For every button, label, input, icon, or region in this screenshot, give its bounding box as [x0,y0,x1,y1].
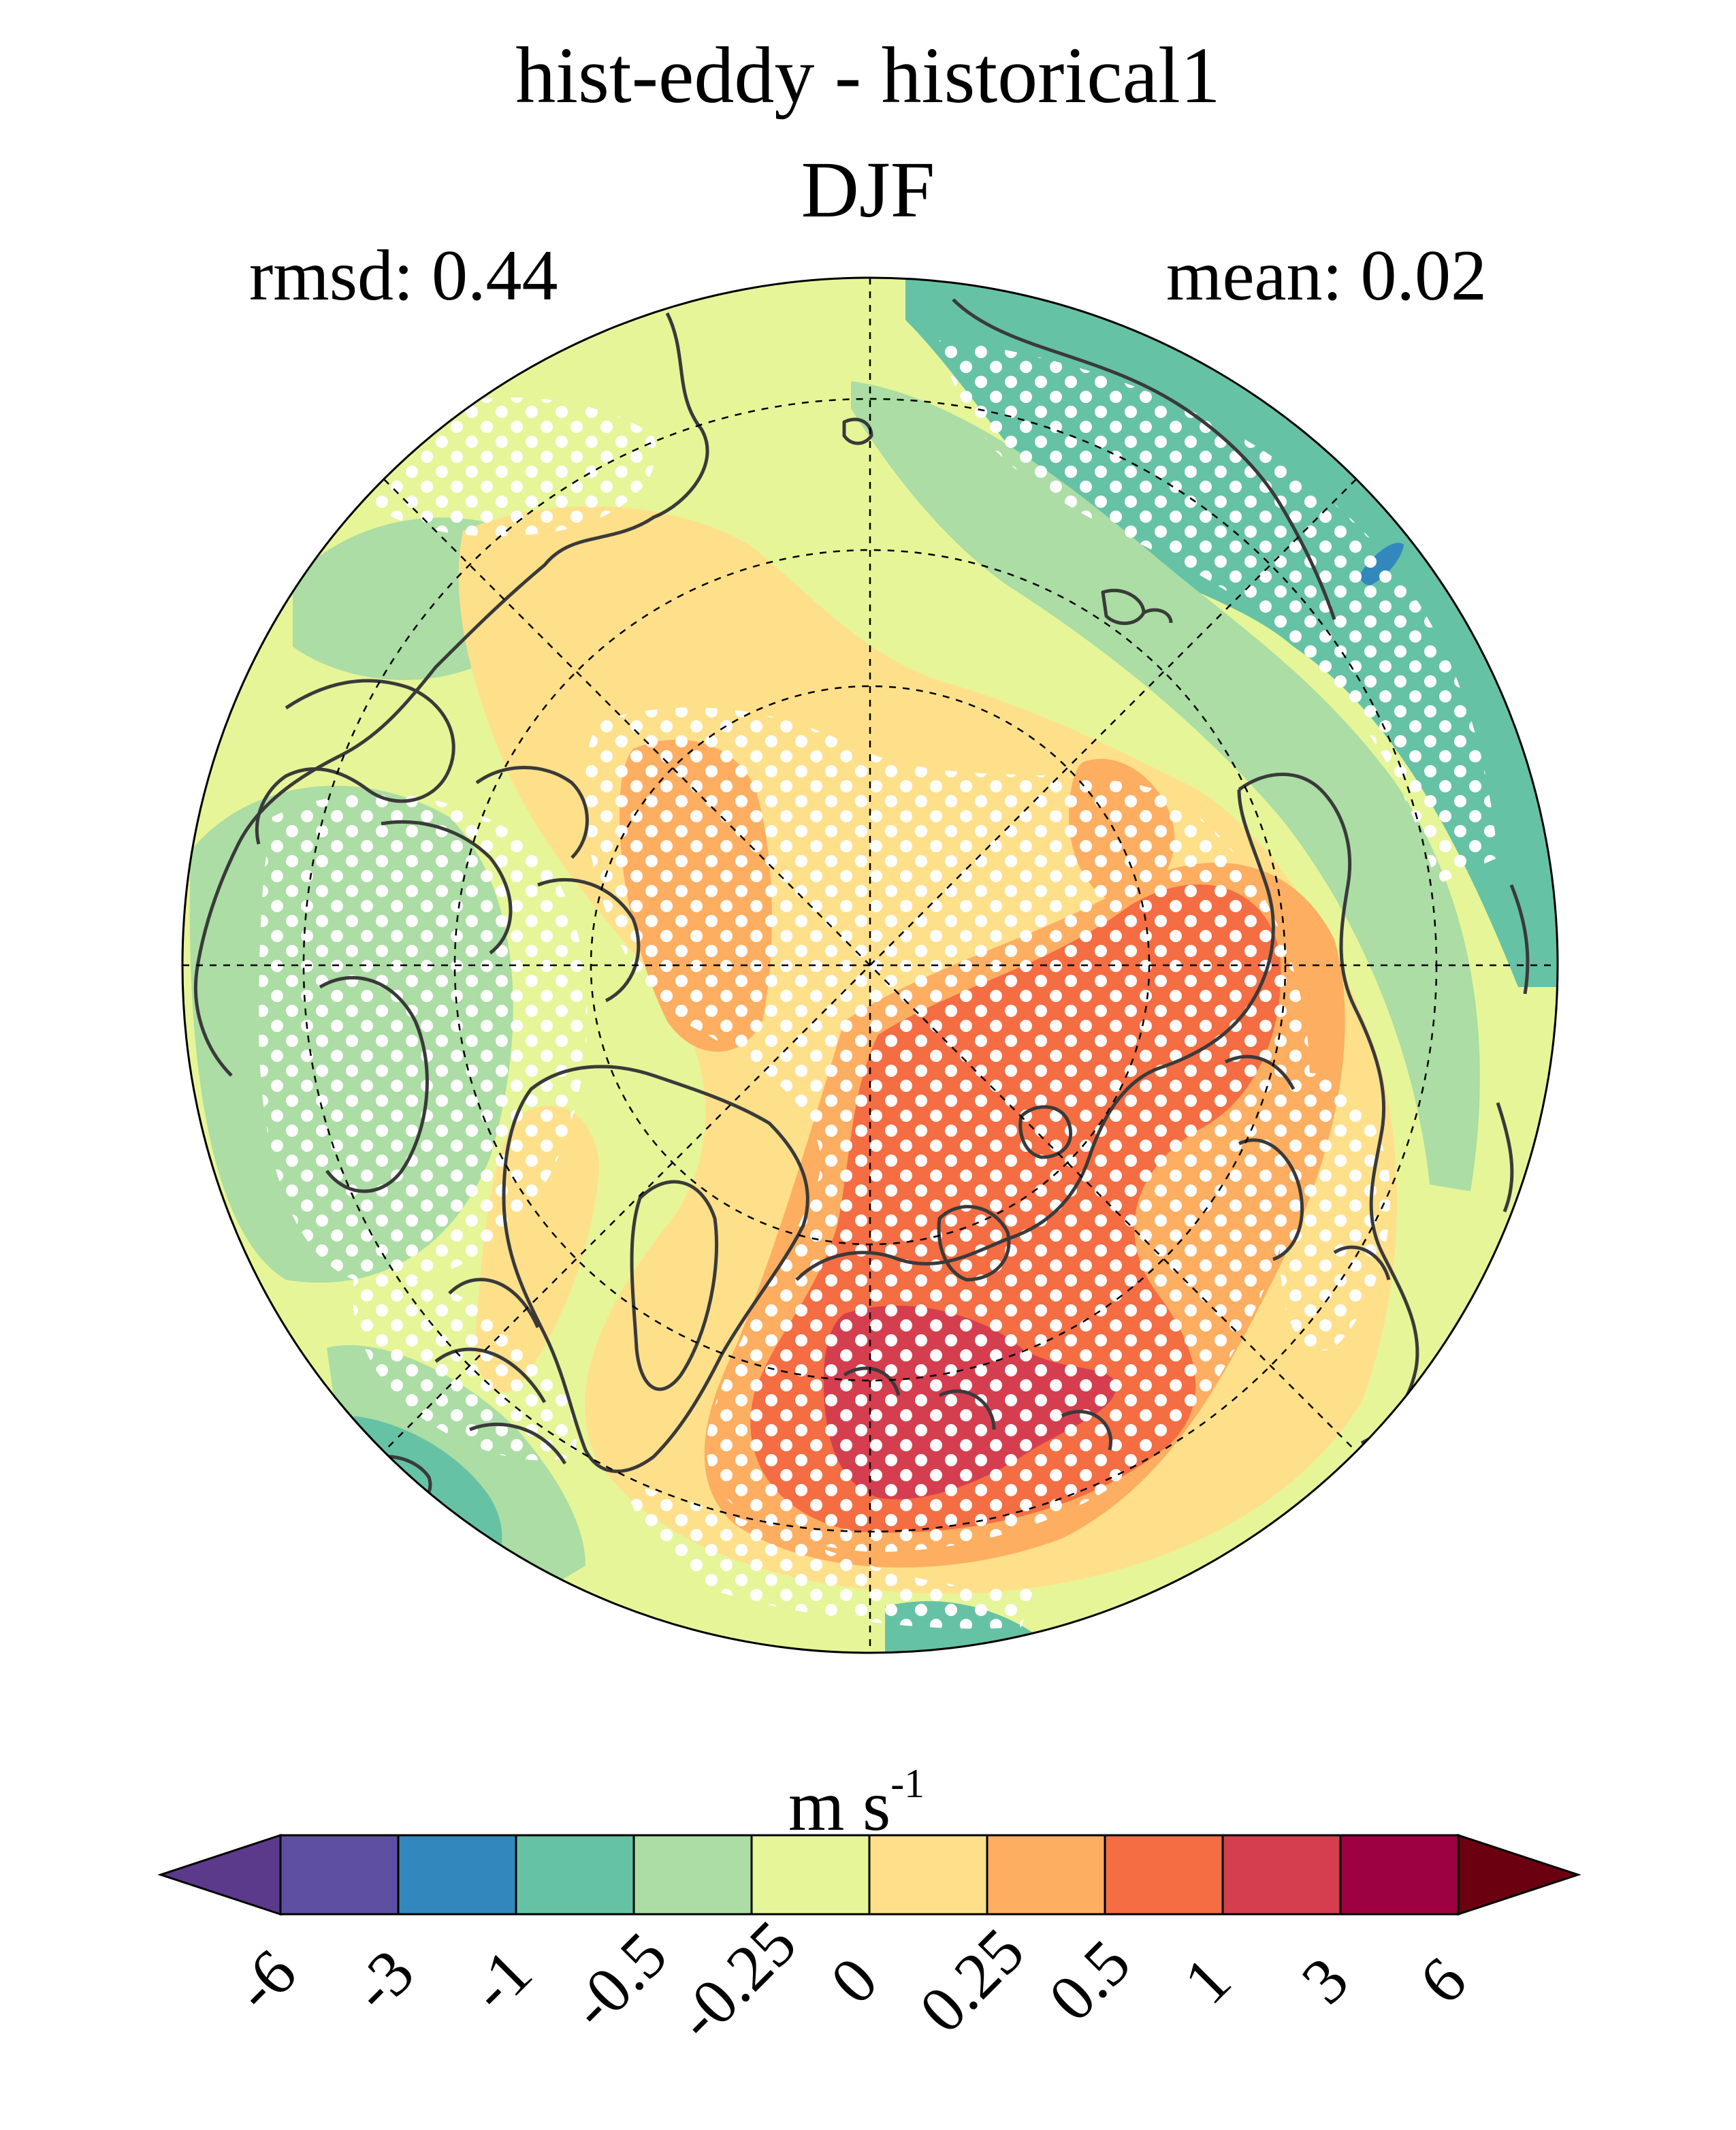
colorbar-tick-label: -0.5 [556,1918,680,2042]
season-label: DJF [801,145,935,234]
colorbar-unit: m s-1 [788,1763,925,1842]
coastline-east-asia [1224,1054,1391,1280]
unit-base: m s [788,1766,891,1845]
colorbar-segment [632,1834,753,1916]
colorbar-segment [279,1834,400,1916]
polar-map [182,278,1558,1653]
graticule [182,278,1558,1653]
coastline-arctic-archipelago [255,679,641,1003]
colorbar-segment [1339,1834,1460,1916]
map-boundary [181,276,1559,1654]
coastline-siberia-north [1238,773,1419,1445]
colorbar-tick-label: 6 [1405,1943,1480,2018]
coastline-north-america [194,312,709,1077]
rmsd-label: rmsd: 0.44 [249,236,558,315]
colorbar-segment [1104,1834,1224,1916]
colorbar-under-arrow [157,1833,282,1916]
stipple-southwest [353,1276,577,1461]
colorbar-tick-label: -1 [455,1935,545,2025]
colorbar-tick-label: 0.5 [1035,1926,1144,2035]
colorbar-tick-label: 1 [1170,1943,1244,2018]
mean-label: mean: 0.02 [1166,236,1487,315]
coastline-east-margin [1496,884,1530,1212]
colorbar-tick-label: -6 [220,1935,310,2025]
colorbar-segment [1221,1834,1342,1916]
colorbar-segment [397,1834,517,1916]
colorbar-tick-label: 3 [1287,1943,1362,2018]
colorbar-tick-label: 0 [816,1943,891,2018]
colorbar-segment [750,1834,871,1916]
coastline-eurasia [795,789,1275,1281]
stipple-northeast [939,340,1498,885]
stipple-central [585,707,1310,1552]
meridian-diagonal-2 [383,479,1357,1452]
map-title: hist-eddy - historical1 [515,31,1221,120]
coastline-alaska [952,298,1336,620]
colorbar-over-arrow [1457,1833,1581,1916]
field-region-neg-northeast-inner [851,381,1480,1191]
colorbar: -6 -3 -1 -0.5-0.25 0 0.250.5 1 3 6 [157,1833,1581,2054]
colorbar-tick-label: -3 [338,1935,428,2025]
coastline-greenland-contour [630,1180,719,1391]
stipple-east [1280,1073,1390,1351]
coastline-europe-south [843,1366,1112,1451]
stipple-south [626,1484,1035,1629]
colorbar-segment [868,1834,988,1916]
coastline-greenland [502,1065,809,1473]
coastline-scandinavia [937,1105,1073,1282]
coastlines [194,298,1530,1511]
colorbar-segment [986,1834,1106,1916]
coastline-hudson-bay [319,975,429,1193]
colorbar-tick-label: -0.25 [662,1906,809,2054]
colorbar-tick-label: 0.25 [905,1914,1038,2046]
colorbar-segment [515,1834,635,1916]
stipple-northwest [365,397,656,536]
coastline-pacific-islands [842,417,1173,626]
unit-exponent: -1 [890,1760,925,1806]
coastline-greenland-ridge [434,1278,567,1465]
